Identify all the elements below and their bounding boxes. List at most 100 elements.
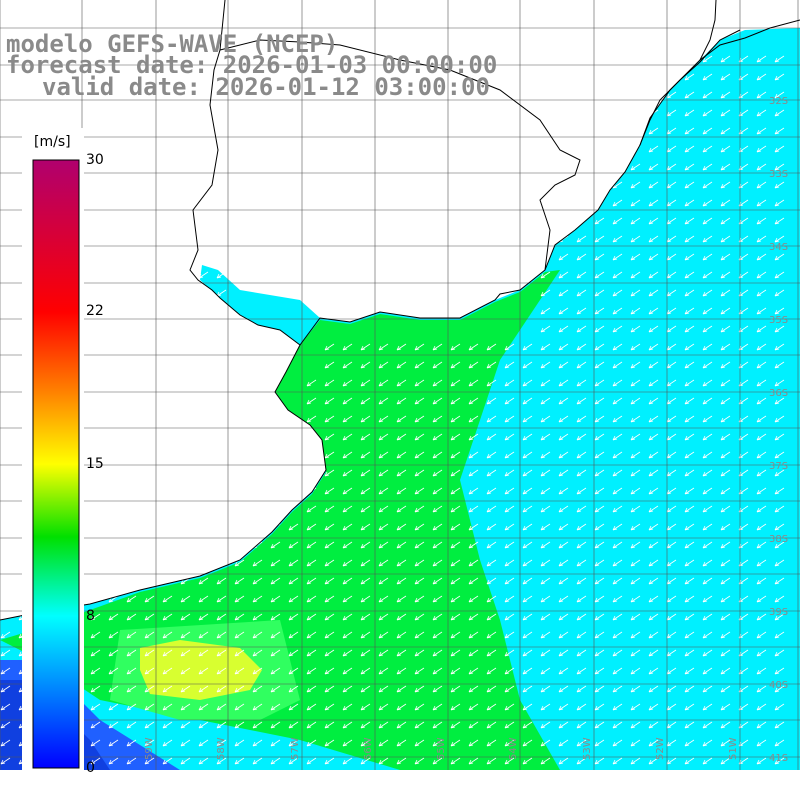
wind-arrow (180, 757, 191, 765)
wind-arrow (576, 289, 587, 297)
wind-arrow (288, 595, 299, 603)
wind-arrow (288, 541, 299, 549)
wind-arrow (684, 505, 695, 513)
wind-arrow (720, 433, 731, 441)
wind-arrow (180, 559, 191, 567)
wind-arrow (756, 577, 767, 585)
wind-arrow (720, 379, 731, 387)
wind-arrow (468, 523, 479, 531)
wind-arrow (234, 631, 245, 639)
wind-arrow (612, 235, 623, 243)
wind-arrow (108, 613, 119, 621)
wind-arrow (324, 721, 335, 729)
wind-arrow (378, 685, 389, 693)
wind-arrow (486, 361, 497, 369)
wind-arrow (576, 613, 587, 621)
wind-arrow (450, 451, 461, 459)
wind-arrow (684, 217, 695, 225)
wind-arrow (774, 361, 785, 369)
wind-arrow (576, 451, 587, 459)
wind-arrow (108, 649, 119, 657)
wind-arrow (720, 55, 731, 63)
wind-arrow (0, 757, 11, 765)
wind-arrow (504, 451, 515, 459)
wind-arrow (414, 505, 425, 513)
wind-arrow (666, 397, 677, 405)
wind-arrow (396, 415, 407, 423)
wind-arrow (774, 703, 785, 711)
wind-arrow (468, 451, 479, 459)
wind-arrow (468, 559, 479, 567)
wind-arrow (270, 577, 281, 585)
wind-arrow (396, 739, 407, 747)
wind-arrow (630, 397, 641, 405)
wind-arrow (594, 145, 605, 153)
wind-arrow (702, 307, 713, 315)
wind-arrow (540, 181, 551, 189)
wind-arrow (288, 667, 299, 675)
wind-arrow (702, 541, 713, 549)
wind-arrow (486, 757, 497, 765)
wind-arrow (666, 163, 677, 171)
wind-arrow (198, 595, 209, 603)
wind-arrow (720, 685, 731, 693)
wind-arrow (468, 649, 479, 657)
wind-arrow (612, 307, 623, 315)
wind-arrow (666, 73, 677, 81)
wind-arrow (396, 433, 407, 441)
wind-arrow (108, 721, 119, 729)
wind-arrow (774, 757, 785, 765)
wind-arrow (414, 451, 425, 459)
wind-arrow (702, 181, 713, 189)
wind-arrow (504, 559, 515, 567)
wind-arrow (612, 109, 623, 117)
wind-arrow (774, 523, 785, 531)
wind-arrow (540, 577, 551, 585)
wind-arrow (306, 667, 317, 675)
wind-arrow (360, 361, 371, 369)
wind-arrow (648, 163, 659, 171)
wind-arrow (774, 217, 785, 225)
wind-arrow (468, 505, 479, 513)
wind-arrow (558, 505, 569, 513)
wind-arrow (450, 757, 461, 765)
wind-arrow (522, 217, 533, 225)
wind-arrow (702, 559, 713, 567)
wind-arrow (756, 271, 767, 279)
wind-arrow (450, 469, 461, 477)
wind-arrow (684, 739, 695, 747)
wind-arrow (594, 667, 605, 675)
wind-arrow (504, 667, 515, 675)
wind-arrow (756, 379, 767, 387)
wind-arrow (702, 469, 713, 477)
wind-arrow (666, 361, 677, 369)
wind-arrow (540, 703, 551, 711)
wind-arrow (720, 541, 731, 549)
wind-arrow (198, 577, 209, 585)
wind-arrow (774, 55, 785, 63)
wind-arrow (756, 415, 767, 423)
wind-arrow (144, 595, 155, 603)
wind-arrow (234, 595, 245, 603)
wind-arrow (126, 721, 137, 729)
wind-arrow (450, 577, 461, 585)
colorbar-tick-30: 30 (86, 152, 104, 168)
wind-arrow (684, 703, 695, 711)
wind-arrow (252, 685, 263, 693)
wind-arrow (324, 523, 335, 531)
wind-arrow (558, 343, 569, 351)
wind-arrow (702, 253, 713, 261)
wind-arrow (468, 739, 479, 747)
wind-arrow (540, 343, 551, 351)
wind-arrow (486, 739, 497, 747)
wind-arrow (774, 595, 785, 603)
wind-arrow (0, 649, 11, 657)
wind-arrow (756, 235, 767, 243)
wind-arrow (342, 721, 353, 729)
wind-arrow (216, 649, 227, 657)
colorbar-tick-0: 0 (86, 760, 95, 776)
wind-arrow (630, 721, 641, 729)
wind-arrow (234, 703, 245, 711)
wind-arrow (522, 73, 533, 81)
wind-arrow (666, 631, 677, 639)
